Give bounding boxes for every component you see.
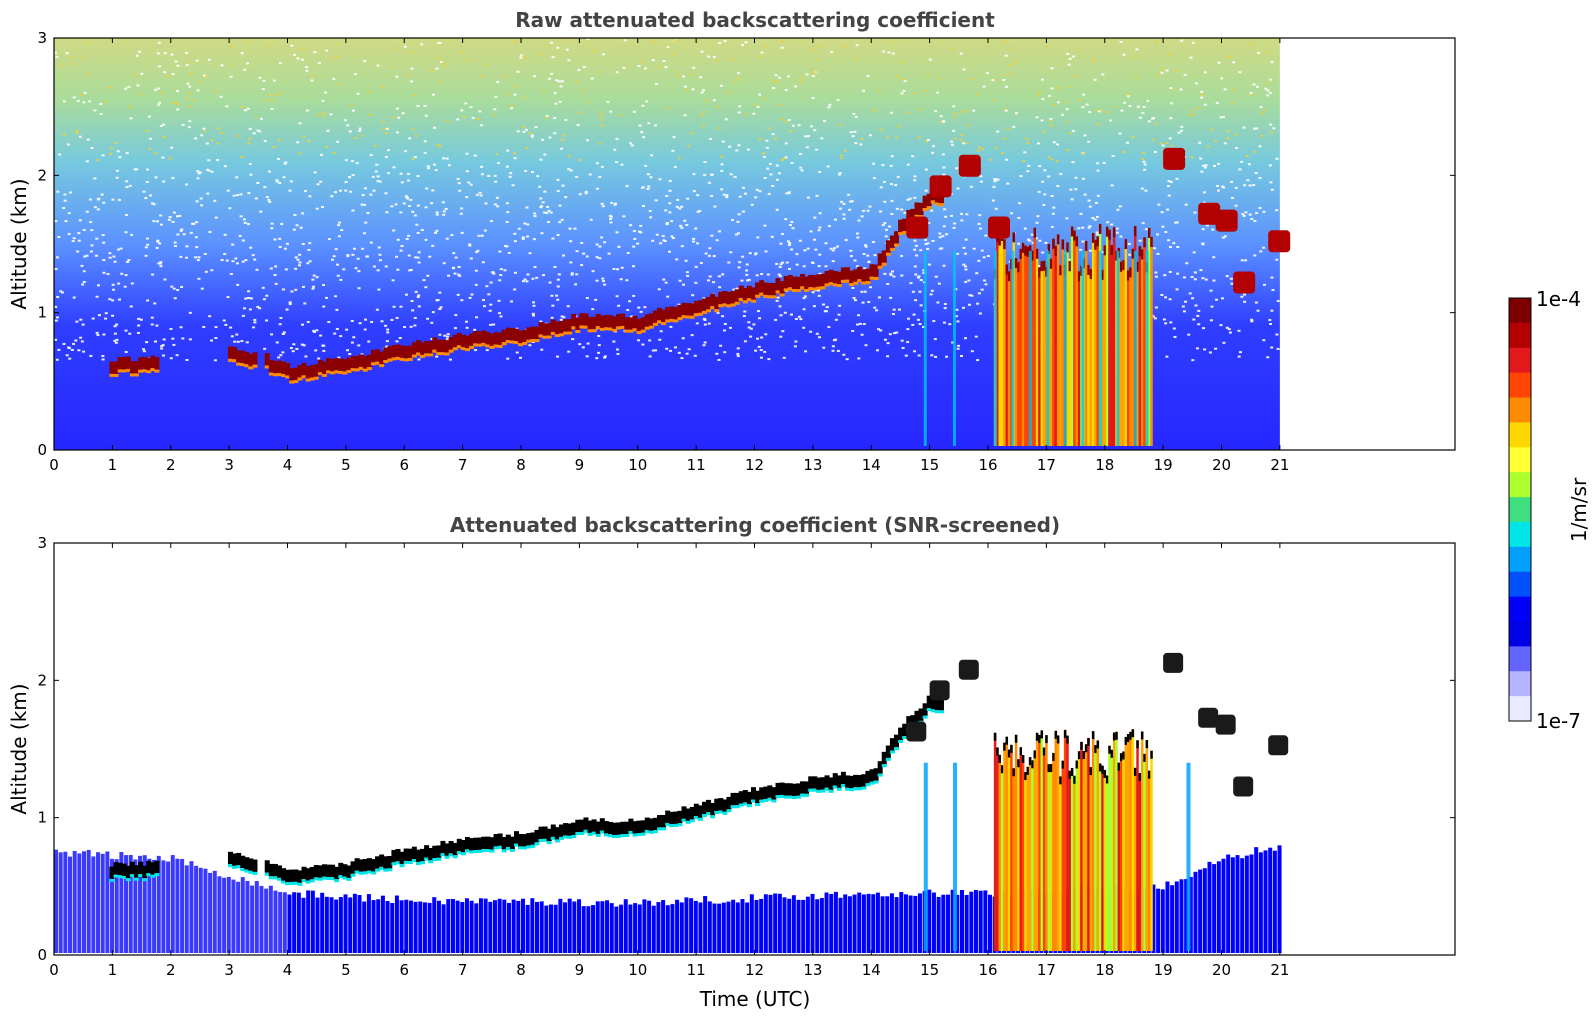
x-tick-label: 15 [920, 961, 939, 979]
x-tick-label: 3 [224, 961, 234, 979]
colorbar: 1e-4 1e-7 1/m/sr [1508, 287, 1591, 733]
x-tick-label: 8 [516, 961, 526, 979]
x-tick-label: 7 [458, 961, 468, 979]
x-tick-label: 1 [108, 961, 118, 979]
y-tick-label: 1 [37, 809, 47, 827]
x-tick-label: 17 [1037, 961, 1056, 979]
colorbar-swatch [1509, 447, 1531, 473]
panel-title: Attenuated backscattering coefficient (S… [450, 513, 1060, 537]
x-tick-label: 14 [862, 961, 881, 979]
x-tick-label: 10 [628, 456, 647, 474]
x-tick-label: 2 [166, 961, 176, 979]
x-tick-label: 4 [283, 456, 293, 474]
x-tick-label: 21 [1270, 961, 1289, 979]
x-tick-label: 13 [803, 961, 822, 979]
x-tick-label: 12 [745, 961, 764, 979]
x-tick-label: 13 [803, 456, 822, 474]
colorbar-swatch [1509, 298, 1531, 324]
y-tick-label: 2 [37, 166, 47, 184]
colorbar-swatch [1509, 322, 1531, 349]
colorbar-min-label: 1e-7 [1536, 709, 1581, 733]
colorbar-swatch [1509, 422, 1531, 448]
y-axis-label: Altitude (km) [7, 683, 31, 814]
colorbar-swatch [1509, 521, 1531, 548]
x-tick-label: 7 [458, 456, 468, 474]
colorbar-swatch [1509, 671, 1531, 697]
colorbar-frame [1508, 297, 1532, 722]
x-tick-label: 2 [166, 456, 176, 474]
x-tick-label: 4 [283, 961, 293, 979]
colorbar-swatch [1509, 546, 1531, 573]
x-tick-label: 8 [516, 456, 526, 474]
convective-clouds [906, 147, 1291, 446]
x-tick-label: 18 [1095, 456, 1114, 474]
x-axis-label: Time (UTC) [699, 987, 811, 1011]
x-tick-label: 9 [575, 456, 585, 474]
x-tick-label: 0 [49, 456, 59, 474]
x-tick-label: 5 [341, 456, 351, 474]
convective-clouds [906, 652, 1289, 951]
y-axis-label: Altitude (km) [7, 178, 31, 309]
x-tick-label: 5 [341, 961, 351, 979]
x-tick-label: 17 [1037, 456, 1056, 474]
y-tick-label: 0 [37, 441, 47, 459]
x-tick-label: 11 [687, 961, 706, 979]
x-tick-label: 6 [399, 456, 409, 474]
cloud-layer [109, 695, 944, 886]
raw-backscatter-plot-area [54, 38, 1291, 450]
colorbar-swatch [1509, 497, 1531, 523]
x-tick-label: 11 [687, 456, 706, 474]
x-tick-label: 0 [49, 961, 59, 979]
colorbar-swatch [1509, 571, 1531, 598]
x-tick-label: 16 [978, 456, 997, 474]
x-axis-ticks: 0 1 2 3 4 5 6 7 8 9 10 11 12 13 14 15 16 17 18 19 20 21 [49, 38, 1289, 474]
colorbar-max-label: 1e-4 [1536, 287, 1581, 311]
x-tick-label: 3 [224, 456, 234, 474]
colorbar-swatch [1509, 397, 1531, 424]
x-tick-label: 21 [1270, 456, 1289, 474]
x-tick-label: 14 [862, 456, 881, 474]
panel-title: Raw attenuated backscattering coefficien… [515, 8, 995, 32]
y-axis-ticks: 0 1 2 3 [37, 534, 1455, 964]
x-tick-label: 1 [108, 456, 118, 474]
x-tick-label: 18 [1095, 961, 1114, 979]
y-tick-label: 2 [37, 671, 47, 689]
colorbar-swatch [1509, 472, 1531, 498]
y-axis-ticks: 0 1 2 3 [37, 29, 1455, 459]
x-tick-label: 20 [1212, 456, 1231, 474]
y-tick-label: 0 [37, 946, 47, 964]
x-tick-label: 19 [1154, 961, 1173, 979]
x-tick-label: 16 [978, 961, 997, 979]
x-tick-label: 10 [628, 961, 647, 979]
y-tick-label: 3 [37, 29, 47, 47]
colorbar-swatch [1509, 621, 1531, 647]
x-tick-label: 6 [399, 961, 409, 979]
x-tick-label: 9 [575, 961, 585, 979]
colorbar-swatch [1509, 347, 1531, 374]
x-tick-label: 20 [1212, 961, 1231, 979]
colorbar-unit-label: 1/m/sr [1567, 477, 1591, 542]
x-tick-label: 19 [1154, 456, 1173, 474]
colorbar-swatch [1509, 372, 1531, 399]
raw-backscatter-panel: Raw attenuated backscattering coefficien… [7, 8, 1456, 474]
colorbar-swatch [1509, 596, 1531, 623]
colorbar-swatch [1509, 696, 1531, 722]
snr-screened-plot-area [54, 652, 1289, 953]
x-tick-label: 12 [745, 456, 764, 474]
y-tick-label: 1 [37, 304, 47, 322]
y-tick-label: 3 [37, 534, 47, 552]
colorbar-swatch [1509, 646, 1531, 672]
snr-screened-panel: Attenuated backscattering coefficient (S… [7, 513, 1456, 1011]
cloud-layer [109, 188, 944, 384]
x-tick-label: 15 [920, 456, 939, 474]
colorbar-gradient [1509, 298, 1531, 722]
x-axis-ticks: 0 1 2 3 4 5 6 7 8 9 10 11 12 13 14 15 16 17 18 19 20 21 [49, 543, 1289, 979]
